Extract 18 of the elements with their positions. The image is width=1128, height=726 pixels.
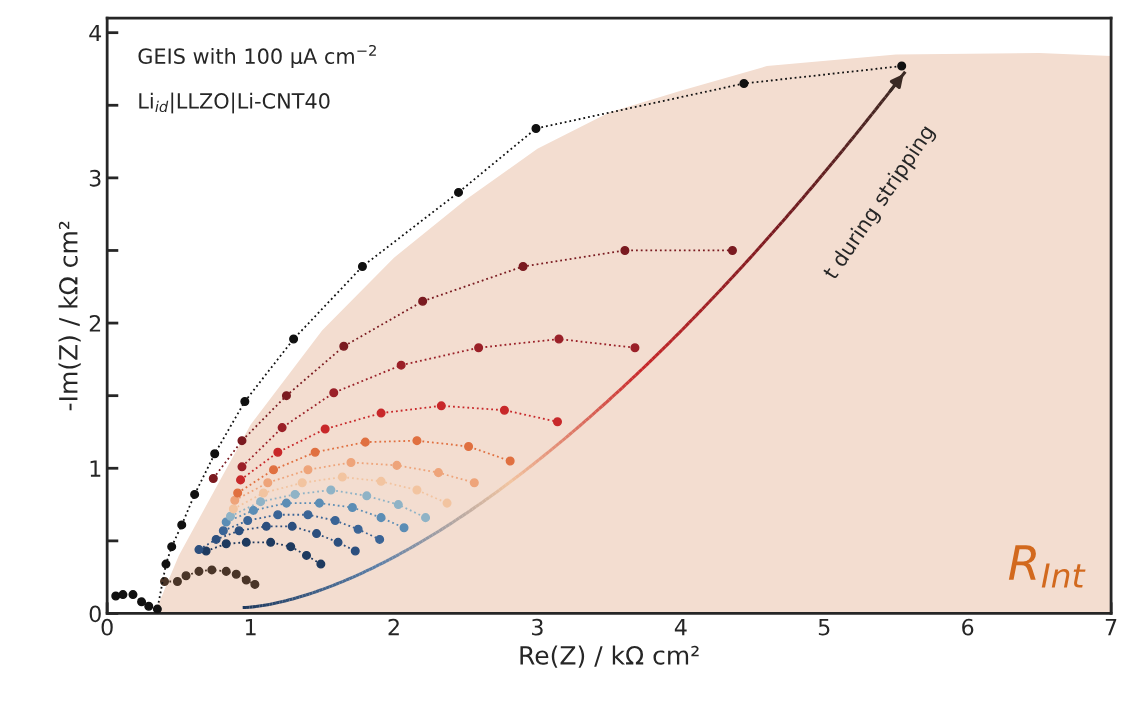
y-tick-label: 4 — [89, 24, 102, 42]
x-axis-title: Re(Z) / kΩ cm² — [520, 645, 699, 668]
annotation: GEIS with 100 µA cm$^{−2}$ — [138, 44, 376, 69]
y-tick-label: 0 — [89, 605, 101, 623]
y-axis-title: -Im(Z) / kΩ cm² — [58, 221, 81, 411]
x-tick-label: 7 — [1105, 619, 1117, 636]
y-tick-label: 2 — [89, 315, 101, 332]
x-tick-label: 4 — [674, 619, 687, 636]
x-tick-label: 3 — [532, 618, 543, 636]
x-tick-label: 1 — [245, 619, 256, 636]
x-tick-label: 6 — [962, 618, 974, 636]
annotation: Li$_{id}$|LLZO|Li-CNT40 — [139, 92, 330, 114]
x-tick-label: 2 — [388, 618, 399, 636]
y-tick-label: 3 — [89, 169, 101, 187]
y-tick-label: 1 — [90, 460, 101, 477]
series-label: R$_{Int}$ — [1008, 545, 1086, 588]
x-tick-label: 0 — [101, 618, 113, 636]
x-tick-label: 5 — [818, 619, 830, 636]
